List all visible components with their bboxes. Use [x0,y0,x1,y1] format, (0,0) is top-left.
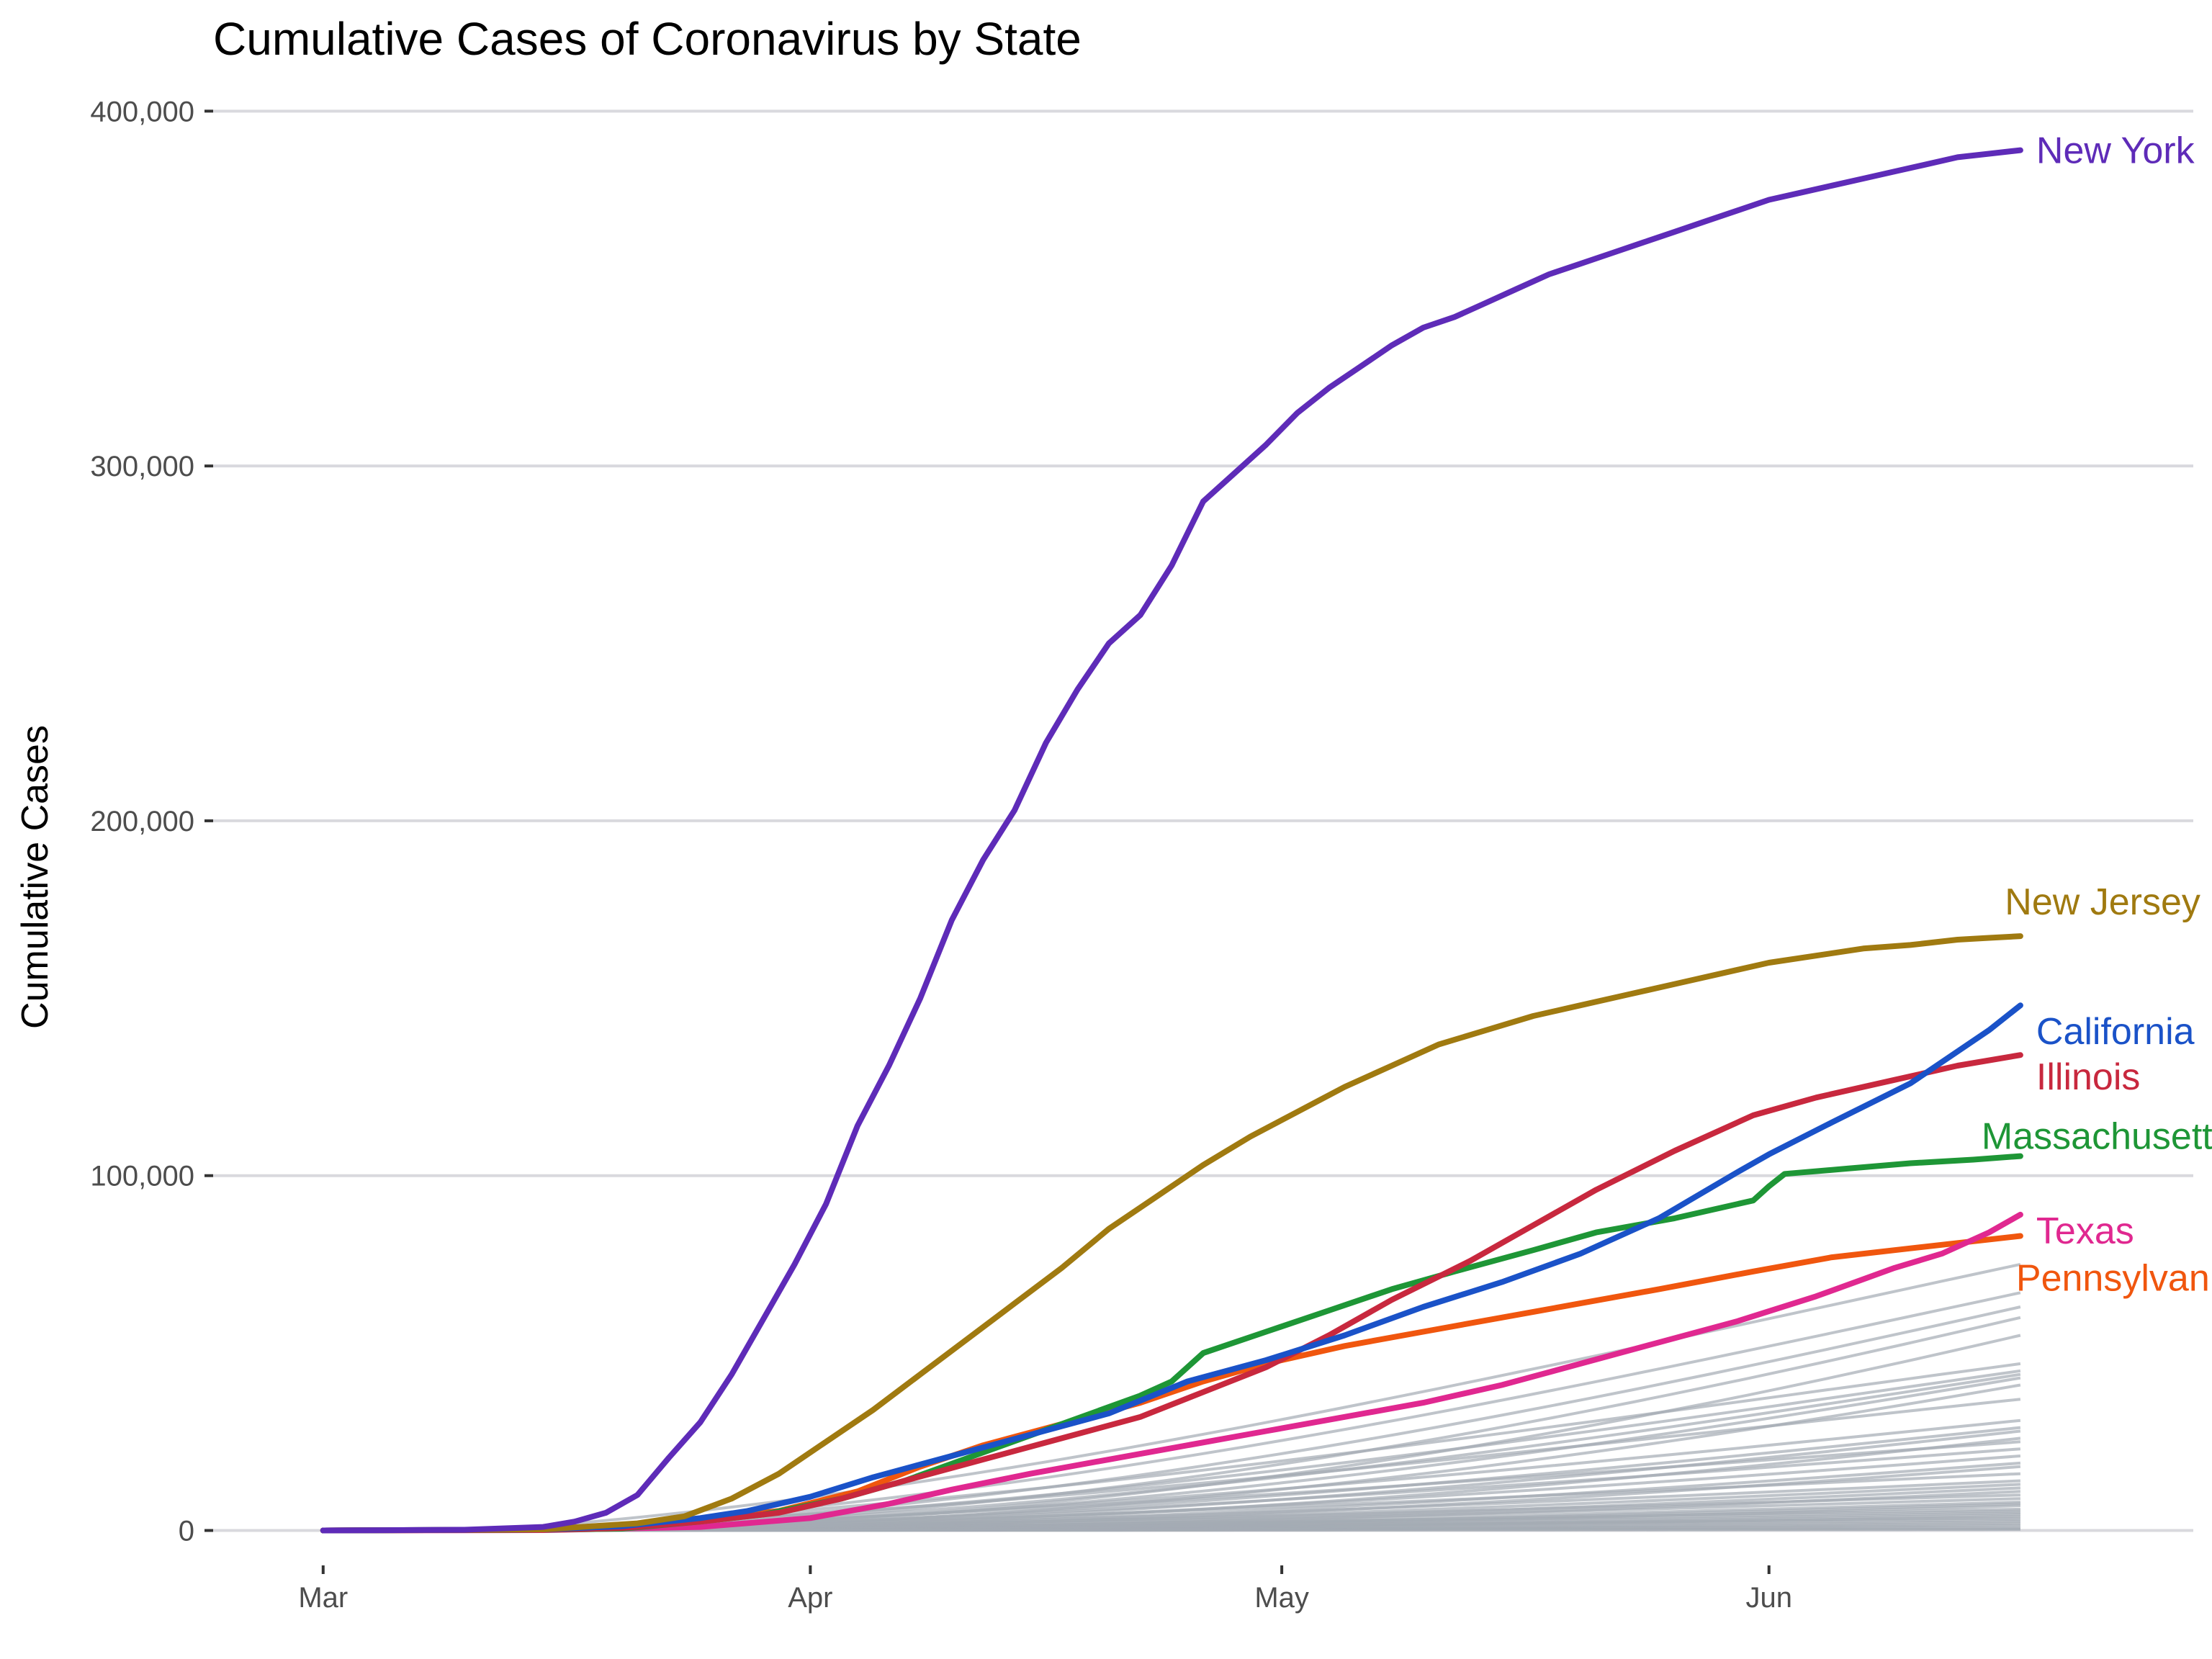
series-line-california [320,1002,2023,1534]
y-axis-ticks: 0 100,000 200,000 300,000 400,000 [90,96,213,1547]
series-line-new-york [320,147,2023,1534]
y-tick-label: 100,000 [90,1161,194,1192]
x-tick-label: Jun [1745,1582,1792,1614]
highlighted-series [320,147,2023,1534]
y-tick-label: 0 [179,1516,194,1547]
y-tick-label: 400,000 [90,96,194,127]
series-label-illinois: Illinois [2036,1056,2141,1098]
series-label-new-jersey: New Jersey [2005,881,2200,923]
series-label-massachusetts: Massachusetts [1982,1116,2212,1158]
x-tick-label: Apr [788,1582,832,1614]
x-axis-ticks: Mar Apr May Jun [298,1565,1792,1614]
y-tick-label: 300,000 [90,451,194,482]
y-axis-label: Cumulative Cases [14,725,56,1029]
series-line-illinois [320,1052,2023,1534]
series-label-new-york: New York [2036,130,2195,172]
series-label-pennsylvania: Pennsylvania [2016,1257,2212,1299]
x-tick-label: Mar [298,1582,348,1614]
series-label-texas: Texas [2036,1210,2134,1252]
series-label-california: California [2036,1011,2195,1053]
other-state-line [323,1528,2020,1532]
series-line-new-jersey [320,933,2023,1534]
chart-title: Cumulative Cases of Coronavirus by State [213,13,1082,65]
y-tick-label: 200,000 [90,806,194,837]
x-tick-label: May [1254,1582,1309,1614]
series-line-texas [320,1211,2023,1534]
